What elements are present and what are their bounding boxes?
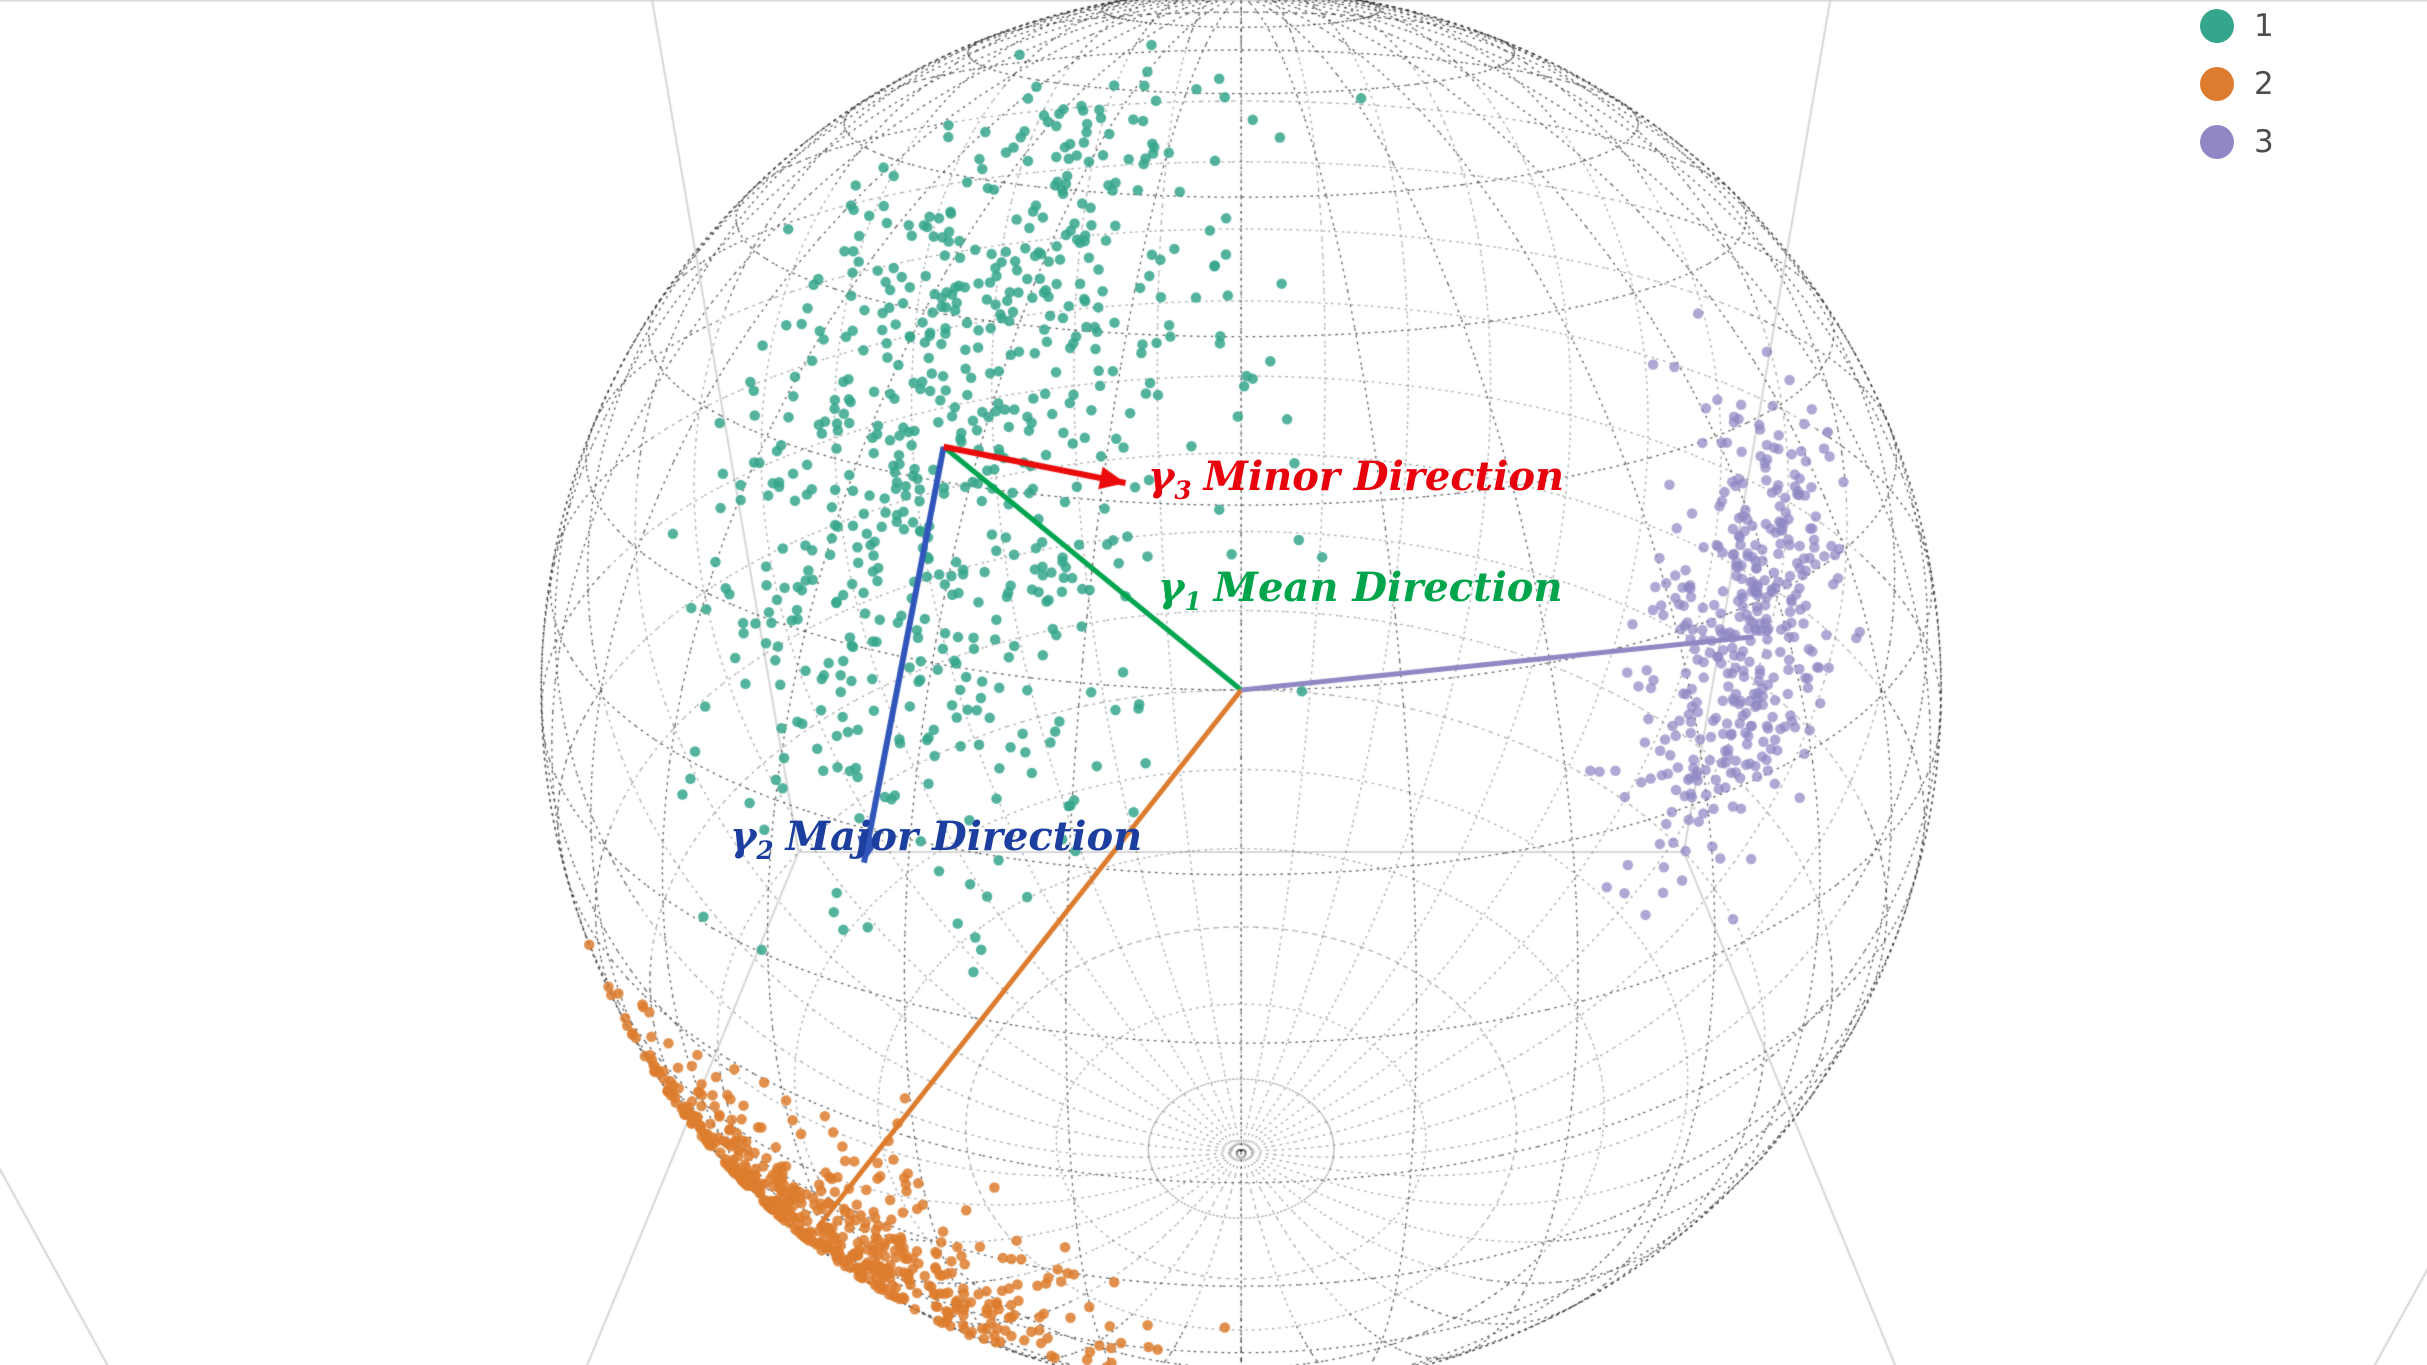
legend-marker-icon	[2200, 67, 2234, 101]
legend-item-1[interactable]: 1	[2200, 8, 2274, 44]
annotation-text: Major Direction	[785, 813, 1143, 860]
legend-item-label: 2	[2254, 66, 2274, 102]
gamma-symbol: γ	[1158, 564, 1185, 611]
legend-item-3[interactable]: 3	[2200, 124, 2274, 160]
legend: 1 2 3	[2200, 8, 2274, 182]
legend-item-label: 3	[2254, 124, 2274, 160]
annotation-gamma3-label: γ3 Minor Direction	[1148, 453, 1565, 503]
gamma-symbol: γ	[1148, 453, 1175, 500]
gamma-subscript: 3	[1174, 476, 1192, 505]
legend-marker-icon	[2200, 125, 2234, 159]
gamma-subscript: 1	[1184, 587, 1202, 616]
annotation-text: Minor Direction	[1203, 453, 1565, 500]
gamma-symbol: γ	[730, 813, 757, 860]
legend-marker-icon	[2200, 9, 2234, 43]
annotation-gamma1-label: γ1 Mean Direction	[1158, 564, 1563, 614]
gamma-subscript: 2	[756, 836, 774, 865]
annotation-text: Mean Direction	[1213, 564, 1563, 611]
legend-item-2[interactable]: 2	[2200, 66, 2274, 102]
annotation-gamma2-label: γ2 Major Direction	[730, 813, 1143, 863]
legend-item-label: 1	[2254, 8, 2274, 44]
